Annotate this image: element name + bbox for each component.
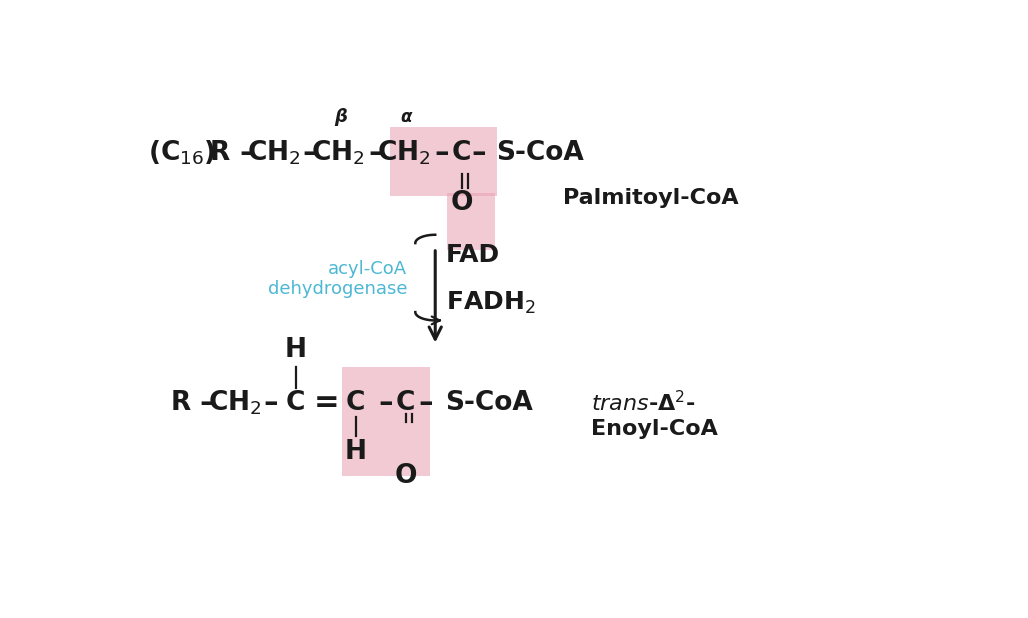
Text: acyl-CoA: acyl-CoA (328, 260, 407, 278)
Text: –: – (368, 138, 382, 167)
Text: –: – (418, 389, 433, 417)
Bar (390, 127, 498, 195)
Text: S-CoA: S-CoA (497, 140, 584, 166)
Text: Enoyl-CoA: Enoyl-CoA (590, 418, 718, 439)
Text: S-CoA: S-CoA (445, 389, 534, 415)
Text: α: α (400, 108, 411, 126)
Text: β: β (334, 108, 346, 126)
Text: CH$_2$: CH$_2$ (376, 138, 430, 167)
Text: C: C (286, 389, 305, 415)
Text: H: H (285, 337, 306, 363)
Text: –: – (378, 389, 393, 417)
Text: –: – (303, 138, 318, 167)
Text: FAD: FAD (445, 243, 500, 267)
Text: Palmitoyl-CoA: Palmitoyl-CoA (562, 188, 738, 208)
Text: O: O (450, 190, 473, 216)
Text: R: R (210, 140, 230, 166)
Text: C: C (396, 389, 415, 415)
Text: –: – (263, 389, 278, 417)
Text: H: H (344, 439, 367, 465)
Text: FADH$_2$: FADH$_2$ (445, 289, 536, 316)
Text: CH$_2$: CH$_2$ (311, 138, 365, 167)
Bar (447, 193, 495, 250)
Text: =: = (314, 388, 339, 417)
Text: O: O (395, 464, 417, 489)
Bar (342, 367, 430, 476)
Text: C: C (345, 389, 365, 415)
Text: $\mathit{trans}$-Δ$^2$-: $\mathit{trans}$-Δ$^2$- (590, 390, 695, 415)
Text: dehydrogenase: dehydrogenase (268, 280, 407, 298)
Text: –: – (199, 389, 214, 417)
Text: CH$_2$: CH$_2$ (248, 138, 301, 167)
Text: R: R (171, 389, 190, 415)
Text: –: – (240, 138, 254, 167)
Text: (C$_{16}$): (C$_{16}$) (148, 138, 216, 167)
Text: C: C (452, 140, 471, 166)
Text: –: – (472, 138, 486, 167)
Text: –: – (434, 138, 449, 167)
Text: CH$_2$: CH$_2$ (208, 388, 261, 417)
